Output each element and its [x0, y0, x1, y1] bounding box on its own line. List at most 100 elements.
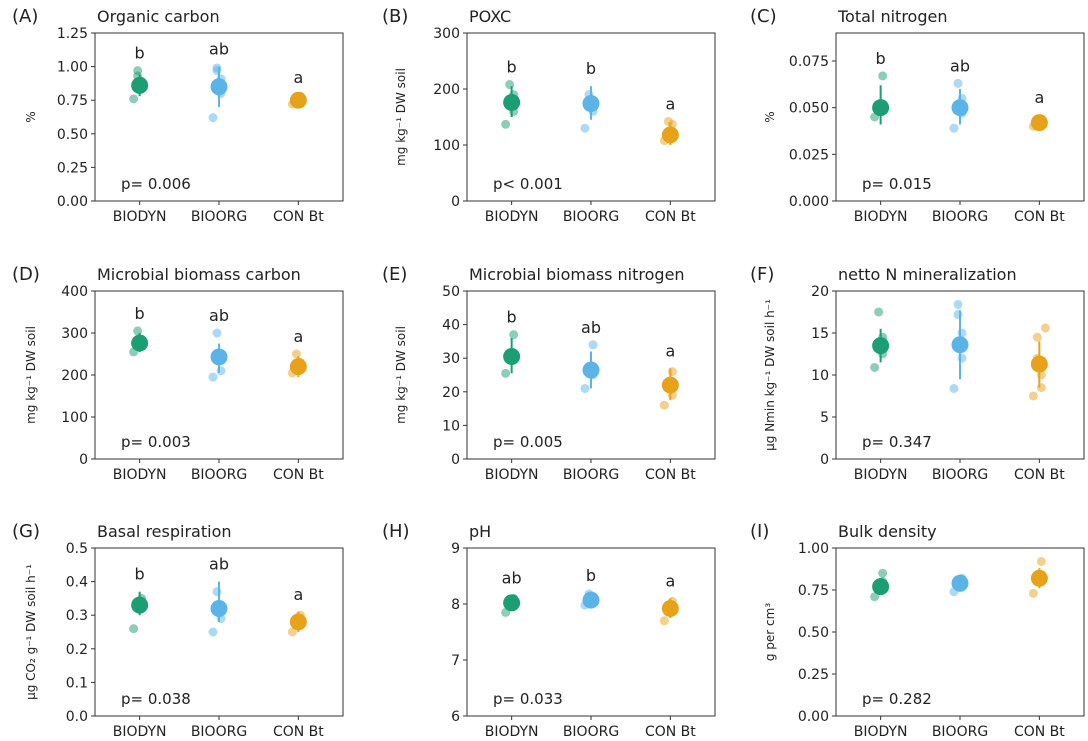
panel-tag: (F) — [750, 264, 774, 285]
x-tick-label: CON Bt — [273, 209, 324, 225]
mean-marker — [661, 126, 679, 144]
y-tick-label: 5 — [820, 410, 829, 426]
x-tick-label: BIOORG — [563, 724, 619, 740]
x-tick-label: BIOORG — [932, 209, 988, 225]
data-point — [588, 340, 598, 350]
x-tick-label: CON Bt — [1014, 209, 1065, 225]
data-point — [949, 123, 959, 133]
x-tick-label: BIOORG — [191, 209, 247, 225]
x-tick-label: BIODYN — [485, 724, 539, 740]
mean-marker — [210, 78, 228, 96]
significance-letter: a — [293, 68, 303, 87]
mean-marker — [1030, 569, 1048, 587]
chart-panel-3: (C) Total nitrogen 0.000 0.025 0.050 0.075% BI… — [750, 6, 1085, 225]
y-tick-label: 0.2 — [66, 642, 88, 658]
y-tick-label: 200 — [61, 368, 88, 384]
data-point — [212, 587, 222, 597]
significance-letter: ab — [581, 318, 601, 337]
data-point — [957, 328, 967, 338]
x-tick-label: BIODYN — [113, 467, 167, 483]
y-axis-label: g per cm³ — [763, 603, 777, 661]
significance-letter: b — [876, 49, 886, 68]
data-point — [878, 71, 888, 81]
p-value-label: p= 0.282 — [862, 690, 932, 708]
y-tick-label: 8 — [451, 597, 460, 613]
panel-tag: (H) — [382, 521, 410, 542]
data-point — [953, 310, 963, 320]
p-value-label: p= 0.003 — [121, 433, 191, 451]
panel-title: pH — [469, 522, 491, 541]
x-tick-label: BIOORG — [563, 467, 619, 483]
x-tick-label: BIODYN — [854, 467, 908, 483]
mean-marker — [1030, 114, 1048, 132]
significance-letter: ab — [502, 569, 522, 588]
panel-title: Total nitrogen — [837, 7, 947, 26]
mean-marker — [582, 591, 600, 609]
mean-marker — [661, 599, 679, 617]
data-point — [953, 299, 963, 309]
data-point — [212, 328, 222, 338]
x-tick-label: CON Bt — [273, 467, 324, 483]
significance-letter: a — [293, 585, 303, 604]
p-value-label: p= 0.006 — [121, 175, 191, 193]
x-tick-label: BIODYN — [485, 209, 539, 225]
data-point — [129, 94, 139, 104]
mean-marker — [503, 594, 521, 612]
data-point — [667, 367, 677, 377]
panel-tag: (A) — [12, 6, 38, 27]
data-point — [216, 366, 226, 376]
significance-letter: b — [135, 44, 145, 63]
mean-marker — [582, 361, 600, 379]
y-tick-label: 1.25 — [57, 26, 88, 42]
significance-letter: ab — [209, 40, 229, 59]
data-point — [953, 78, 963, 88]
data-point — [663, 116, 673, 126]
y-tick-label: 15 — [811, 326, 829, 342]
y-tick-label: 0.050 — [789, 101, 829, 117]
data-point — [501, 368, 511, 378]
y-tick-label: 0.75 — [57, 93, 88, 109]
y-tick-label: 10 — [442, 418, 460, 434]
y-tick-label: 0.50 — [57, 127, 88, 143]
data-point — [957, 353, 967, 363]
chart-panel-5: (E) Microbial biomass nitrogen 0 10 20 30 40 50… — [382, 264, 716, 483]
x-tick-label: BIOORG — [191, 467, 247, 483]
data-point — [501, 119, 511, 129]
y-tick-label: 0.025 — [789, 147, 829, 163]
data-point — [208, 627, 218, 637]
chart-panel-9: (I) Bulk density 0.00 0.25 0.50 0.75 1.00 g per… — [750, 521, 1085, 740]
y-tick-label: 7 — [451, 653, 460, 669]
y-tick-label: 9 — [451, 541, 460, 557]
mean-marker — [872, 578, 890, 596]
panel-title: POXC — [469, 7, 511, 26]
y-tick-label: 0.3 — [66, 608, 88, 624]
mean-marker — [289, 91, 307, 109]
data-point — [133, 66, 143, 76]
data-point — [287, 627, 297, 637]
panel-tag: (I) — [750, 521, 769, 542]
y-tick-label: 50 — [442, 284, 460, 300]
y-tick-label: 300 — [433, 26, 460, 42]
mean-marker — [951, 336, 969, 354]
y-tick-label: 0.25 — [57, 160, 88, 176]
y-tick-label: 0 — [451, 194, 460, 210]
data-point — [509, 330, 519, 340]
significance-letter: a — [293, 327, 303, 346]
y-tick-label: 40 — [442, 318, 460, 334]
x-tick-label: BIODYN — [854, 209, 908, 225]
mean-marker — [582, 95, 600, 113]
significance-letter: b — [586, 59, 596, 78]
y-tick-label: 0 — [451, 452, 460, 468]
data-point — [870, 362, 880, 372]
significance-letter: b — [507, 308, 517, 327]
data-point — [208, 372, 218, 382]
mean-marker — [210, 599, 228, 617]
y-axis-label: mg kg⁻¹ DW soil — [394, 68, 408, 166]
mean-marker — [872, 99, 890, 117]
p-value-label: p= 0.033 — [493, 690, 563, 708]
y-axis-label: mg kg⁻¹ DW soil — [24, 326, 38, 424]
y-tick-label: 20 — [442, 385, 460, 401]
y-tick-label: 0 — [820, 452, 829, 468]
y-axis-label: % — [763, 111, 777, 122]
y-axis-label: µg Nmin kg⁻¹ DW soil h⁻¹ — [763, 299, 777, 451]
